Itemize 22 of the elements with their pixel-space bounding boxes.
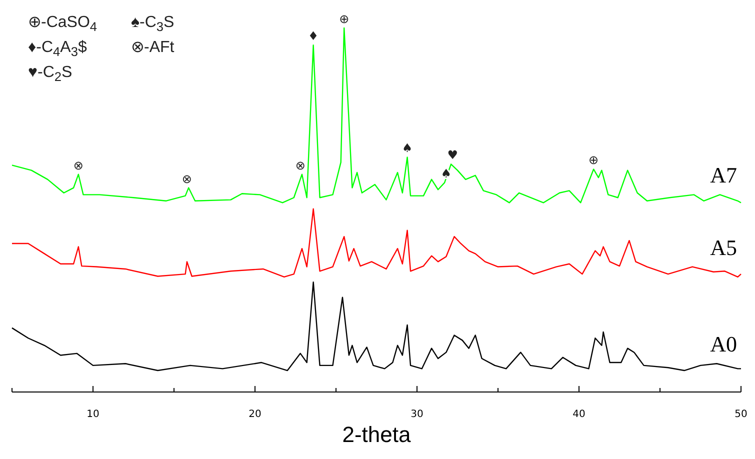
series-label: A7 [710,162,737,188]
annotation: ♠ [402,141,413,156]
annotation: ♥ [447,148,458,162]
x-tick-label: 20 [248,409,262,420]
annotation: ♦-C$_{4}$A$_{3}$$ [28,39,87,59]
annotation: ♠-C$_{3}$S [131,14,174,34]
x-tick-label: 50 [734,409,748,420]
annotation: ⊕ [588,153,599,168]
annotation: ⊕-CaSO$_{4}$ [28,14,98,34]
x-tick-label: 40 [572,409,586,420]
annotation: ⊗ [73,158,84,172]
annotation: ⊗ [295,158,306,172]
x-tick-label: 30 [410,409,424,420]
x-axis-title: 2-theta [342,422,412,447]
x-tick-label: 10 [86,409,100,420]
annotation: ⊗ [182,172,192,186]
annotation: ⊕ [339,12,350,26]
annotation: ⊗-AFt [131,39,175,56]
series-label: A0 [710,332,737,357]
series-label: A5 [710,234,737,260]
annotation: ♦ [308,29,319,44]
annotation: ♥-C$_{2}$S [28,64,72,84]
